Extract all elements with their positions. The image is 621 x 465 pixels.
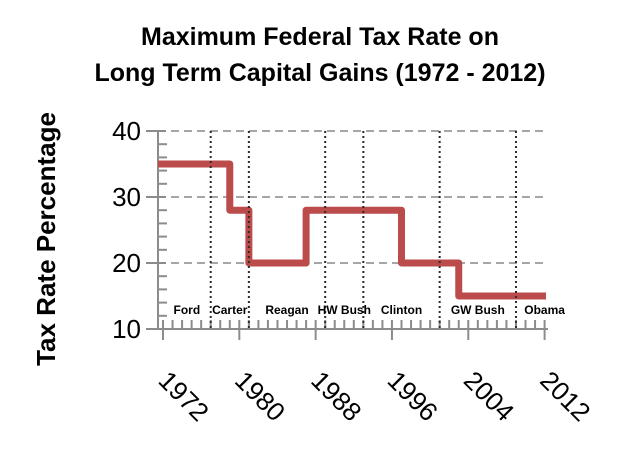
y-tick-label-20: 20: [112, 248, 141, 278]
gridlines-layer: [158, 130, 548, 264]
president-label-hw-bush: HW Bush: [318, 303, 371, 317]
x-tick-label-1996: 1996: [382, 365, 444, 427]
president-label-gw-bush: GW Bush: [451, 303, 505, 317]
x-tick-label-1980: 1980: [229, 365, 291, 427]
y-tick-label-30: 30: [112, 182, 141, 212]
series-layer: [158, 160, 546, 300]
president-label-clinton: Clinton: [381, 303, 422, 317]
x-tick-label-1972: 1972: [153, 365, 215, 427]
chart-title-line1: Maximum Federal Tax Rate on: [141, 23, 499, 51]
y-axis-title: Tax Rate Percentage: [31, 112, 61, 366]
president-label-reagan: Reagan: [265, 303, 308, 317]
president-label-carter: Carter: [212, 303, 248, 317]
president-label-ford: Ford: [174, 303, 201, 317]
x-tick-label-2012: 2012: [534, 365, 596, 427]
y-tick-label-40: 40: [112, 116, 141, 146]
x-tick-label-2004: 2004: [458, 365, 520, 427]
x-tick-label-1988: 1988: [305, 365, 367, 427]
y-tick-label-10: 10: [112, 314, 141, 344]
president-label-obama: Obama: [524, 303, 565, 317]
president-dividers-layer: [209, 131, 517, 329]
chart-title-line2: Long Term Capital Gains (1972 - 2012): [94, 59, 545, 87]
tax-rate-step-line: [158, 160, 546, 300]
